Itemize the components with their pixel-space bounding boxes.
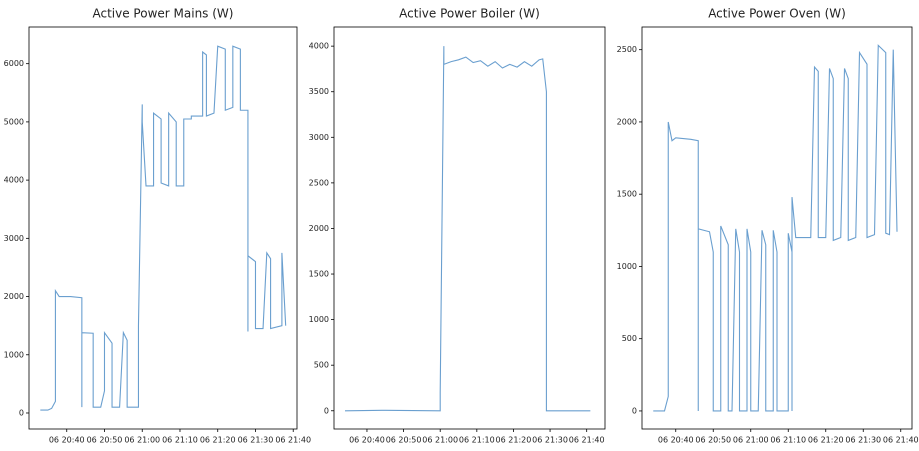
x-tick-label: 06 21:10 [770, 436, 806, 445]
x-tick-label: 06 21:20 [496, 436, 532, 445]
x-tick-label: 06 21:40 [569, 436, 605, 445]
chart-title: Active Power Mains (W) [93, 7, 234, 21]
y-tick-label: 1000 [309, 315, 329, 324]
x-tick-label: 06 21:20 [200, 436, 236, 445]
chart-title: Active Power Boiler (W) [399, 7, 540, 21]
y-tick-label: 0 [632, 406, 637, 415]
y-tick-label: 1500 [309, 270, 329, 279]
x-tick-label: 06 21:40 [275, 436, 311, 445]
x-tick-label: 06 21:30 [845, 436, 881, 445]
y-tick-label: 500 [314, 361, 329, 370]
y-tick-label: 3000 [4, 234, 24, 243]
x-tick-label: 06 20:50 [87, 436, 123, 445]
x-tick-label: 06 21:10 [459, 436, 495, 445]
y-tick-label: 6000 [4, 59, 24, 68]
x-tick-label: 06 21:30 [532, 436, 568, 445]
y-tick-label: 5000 [4, 117, 24, 126]
y-tick-label: 3500 [309, 87, 329, 96]
axes-frame [641, 26, 913, 430]
x-tick-label: 06 21:20 [808, 436, 844, 445]
y-tick-label: 3000 [309, 133, 329, 142]
y-tick-label: 500 [622, 334, 637, 343]
y-tick-label: 2500 [617, 45, 637, 54]
x-tick-label: 06 21:00 [124, 436, 160, 445]
x-tick-label: 06 20:40 [658, 436, 694, 445]
data-line [344, 46, 591, 412]
chart-title: Active Power Oven (W) [708, 7, 846, 21]
x-tick-label: 06 21:40 [883, 436, 919, 445]
y-tick-label: 0 [19, 408, 24, 417]
x-tick-label: 06 20:40 [49, 436, 85, 445]
y-tick-label: 1000 [617, 262, 637, 271]
y-tick-label: 2000 [617, 117, 637, 126]
y-tick-label: 0 [324, 406, 329, 415]
x-tick-label: 06 21:00 [422, 436, 458, 445]
x-tick-label: 06 20:50 [695, 436, 731, 445]
y-tick-label: 1000 [4, 350, 24, 359]
x-tick-label: 06 21:10 [162, 436, 198, 445]
y-tick-label: 4000 [4, 176, 24, 185]
data-line [653, 44, 898, 412]
x-tick-label: 06 20:40 [349, 436, 385, 445]
y-tick-label: 4000 [309, 42, 329, 51]
x-tick-label: 06 20:50 [386, 436, 422, 445]
x-tick-label: 06 21:00 [733, 436, 769, 445]
y-tick-label: 2500 [309, 178, 329, 187]
y-tick-label: 1500 [617, 190, 637, 199]
y-tick-label: 2000 [309, 224, 329, 233]
axes-frame [333, 26, 606, 430]
x-tick-label: 06 21:30 [238, 436, 274, 445]
axes-frame [28, 26, 298, 430]
y-tick-label: 2000 [4, 292, 24, 301]
data-line [40, 45, 287, 411]
